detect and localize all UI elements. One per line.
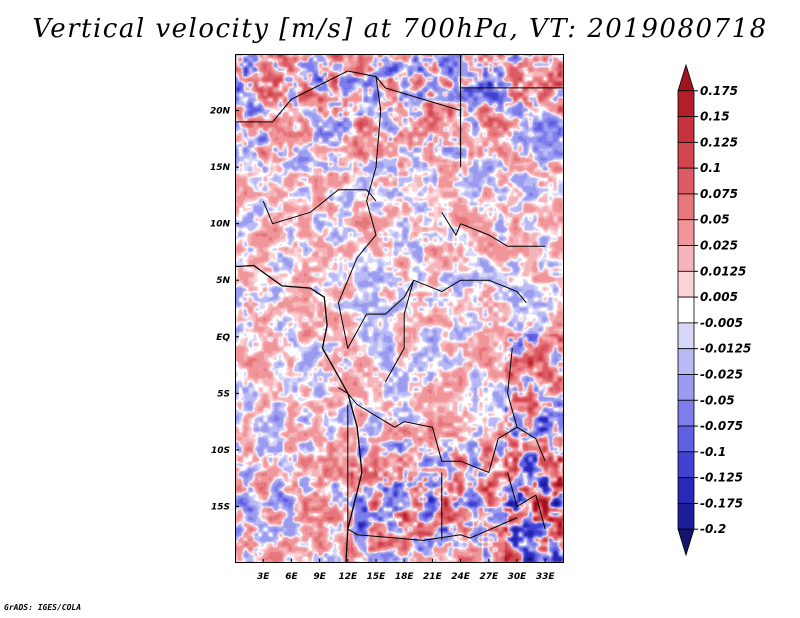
y-tick-label: 5S — [217, 389, 230, 399]
border-line — [337, 76, 527, 350]
colorbar-label: -0.0125 — [700, 342, 751, 356]
border-line — [235, 70, 349, 123]
colorbar-label: 0.075 — [700, 187, 738, 201]
y-tick-label: EQ — [216, 333, 230, 343]
border-line — [441, 212, 462, 237]
y-tick-label: 20N — [210, 107, 231, 117]
x-tick-label: 18E — [395, 572, 415, 582]
border-line — [262, 189, 377, 225]
country-borders — [235, 54, 564, 563]
colorbar-box — [677, 245, 695, 272]
colorbar-box — [677, 451, 695, 479]
border-line — [507, 348, 518, 428]
colorbar-box — [677, 116, 695, 143]
colorbar-label: -0.2 — [700, 522, 726, 536]
x-tick-label: 33E — [536, 572, 556, 582]
x-tick-label: 12E — [338, 572, 358, 582]
colorbar-label: 0.05 — [700, 213, 730, 227]
chart-title: Vertical velocity [m/s] at 700hPa, VT: 2… — [32, 14, 768, 44]
border-line — [347, 404, 518, 541]
colorbar-label: 0.175 — [700, 84, 738, 98]
y-tick-label: 5N — [216, 276, 230, 286]
colorbar-label: 0.1 — [700, 161, 721, 175]
colorbar-label: -0.1 — [700, 445, 726, 459]
x-tick-label: 24E — [451, 572, 471, 582]
colorbar-box — [677, 90, 695, 117]
map-panel — [235, 54, 564, 563]
colorbar-label: 0.15 — [700, 110, 730, 124]
x-tick-label: 30E — [508, 572, 528, 582]
colorbar-label: 0.0125 — [700, 264, 746, 278]
colorbar-label: -0.025 — [700, 367, 743, 381]
x-tick-label: 9E — [313, 572, 326, 582]
y-tick-label: 10S — [211, 446, 230, 456]
colorbar-box — [677, 503, 695, 530]
y-tick-label: 15S — [211, 502, 230, 512]
colorbar-box — [677, 348, 695, 375]
border-line — [507, 472, 546, 530]
border-line — [338, 387, 546, 474]
y-tick-label: 15N — [210, 163, 231, 173]
colorbar-box — [677, 322, 695, 350]
map-overlay — [235, 54, 564, 563]
colorbar-box — [677, 63, 695, 92]
x-tick-label: 21E — [423, 572, 443, 582]
x-tick-label: 15E — [367, 572, 387, 582]
colorbar-label: 0.025 — [700, 239, 738, 253]
y-tick-label: 10N — [210, 220, 231, 230]
grads-credit: GrADS: IGES/COLA — [4, 603, 82, 612]
colorbar-boxes — [677, 63, 695, 557]
colorbar-label: -0.005 — [700, 316, 743, 330]
colorbar-box — [677, 425, 695, 453]
colorbar-label: -0.05 — [700, 393, 735, 407]
coastline — [235, 264, 363, 563]
x-tick-label: 27E — [479, 572, 499, 582]
colorbar-box — [677, 399, 695, 427]
border-line — [460, 223, 546, 247]
colorbar-box — [677, 141, 695, 169]
colorbar-box — [677, 528, 695, 557]
border-line — [347, 70, 462, 168]
map-frame — [235, 54, 564, 563]
colorbar-box — [677, 374, 695, 401]
x-tick-label: 3E — [257, 572, 270, 582]
colorbar-label: 0.005 — [700, 290, 738, 304]
colorbar-label: -0.075 — [700, 419, 743, 433]
colorbar-box — [677, 270, 695, 298]
colorbar-box — [677, 477, 695, 504]
x-tick-label: 6E — [285, 572, 298, 582]
colorbar-box — [677, 193, 695, 221]
colorbar-label: -0.175 — [700, 496, 743, 510]
colorbar-labels: 0.175 0.15 0.125 0.1 0.075 0.05 0.025 0.0125 0.0… — [694, 84, 751, 536]
colorbar-box — [677, 296, 695, 324]
colorbar-box — [677, 167, 695, 195]
colorbar: 0.175 0.15 0.125 0.1 0.075 0.05 0.025 0.0125 0.0… — [677, 63, 751, 557]
colorbar-box — [677, 219, 695, 246]
colorbar-label: 0.125 — [700, 135, 738, 149]
border-line — [384, 280, 415, 383]
colorbar-label: -0.125 — [700, 471, 743, 485]
